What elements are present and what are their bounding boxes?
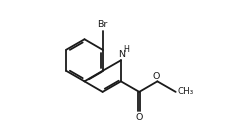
Text: CH₃: CH₃ [177,87,193,96]
Text: H: H [123,45,129,54]
Text: Br: Br [97,20,108,29]
Text: N: N [118,50,125,59]
Text: O: O [136,113,143,122]
Text: O: O [153,72,160,81]
